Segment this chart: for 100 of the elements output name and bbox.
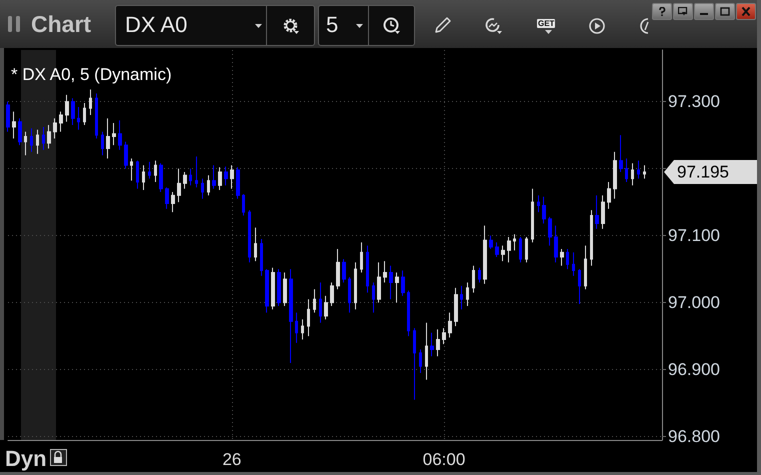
candlestick [560,248,564,266]
candlestick [313,288,316,314]
candlestick [177,168,181,203]
candlestick [389,265,393,300]
candlestick [265,268,269,314]
candlestick [566,248,569,270]
candlestick [118,120,122,150]
candlestick [595,194,599,230]
candlestick [525,236,528,263]
y-tick-label: 97.300 [668,92,720,112]
y-tick-label: 97.100 [668,226,720,246]
candlestick [625,158,628,183]
candlestick [643,164,646,180]
candlestick [77,106,80,130]
candlestick [442,328,446,345]
text: * DX A0, 5 (Dynamic) [11,65,172,84]
candlestick [619,134,623,172]
x-tick-label: 26 [222,450,242,469]
candlestick [101,131,104,156]
candlestick [472,265,475,294]
candlestick [425,322,428,380]
candlestick [6,101,10,132]
candlestick [154,160,157,183]
candlestick [95,93,98,139]
candlestick [218,166,222,191]
candlestick [24,131,27,156]
candlestick [71,98,75,126]
candlestick [336,248,340,290]
candlestick [236,166,240,200]
text: 5 [326,12,338,38]
candlestick [513,234,516,251]
candlestick [342,258,346,284]
candlestick [271,267,275,310]
candlestick [65,94,69,122]
candlestick [501,245,505,262]
candlestick [537,194,540,213]
candlestick [489,235,493,250]
candlestick [283,272,287,306]
candlestick [30,128,33,152]
candlestick [460,285,463,310]
candlestick [53,118,57,139]
candlestick [590,210,593,266]
candlestick [142,164,145,191]
candlestick [207,174,210,196]
candlestick [372,282,375,314]
text: 97.195 [677,162,729,182]
candlestick [254,227,257,262]
candlestick [430,332,434,357]
candlestick [413,328,416,400]
candlestick [542,196,546,224]
candlestick [224,166,228,186]
candlestick [59,111,63,132]
candlestick [448,312,452,338]
candlestick [407,290,410,337]
candlestick [348,276,351,314]
y-tick-label: 97.000 [668,293,720,312]
candlestick [531,188,534,243]
candlestick [383,260,387,284]
candlestick [607,182,611,210]
candlestick [148,161,151,180]
candlestick [89,89,92,116]
candlestick [319,282,322,324]
candlestick [478,267,481,284]
candlestick [366,245,369,294]
candlestick [201,178,204,200]
candlestick [130,158,133,182]
candlestick [578,268,581,304]
candlestick [295,312,298,344]
text: Chart [31,11,92,37]
candlestick [248,210,251,263]
candlestick [395,272,399,304]
candlestick [601,194,605,230]
candlestick [466,282,469,306]
text: Dyn [5,446,47,472]
candlestick [419,349,422,374]
candlestick [242,194,245,216]
candlestick [436,328,440,357]
candlestick [124,141,128,170]
y-tick-label: 96.800 [668,427,720,446]
candlestick [18,118,22,146]
candlestick [613,151,617,200]
candlestick [106,118,110,160]
candlestick [277,268,281,306]
candlestick [171,192,175,213]
candlestick [360,242,363,273]
candlestick [159,162,163,193]
candlestick [83,102,86,126]
candlestick [230,164,234,190]
candlestick [548,216,552,246]
candlestick [572,252,575,276]
candlestick [195,156,198,188]
candlestick [631,162,634,186]
text: GET [537,19,556,28]
text: DX A0 [125,12,188,38]
candlestick [260,238,263,276]
x-tick-label: 06:00 [422,450,466,469]
candlestick [183,171,187,190]
candlestick [212,164,216,190]
candlestick [189,168,192,186]
candlestick [36,129,39,154]
